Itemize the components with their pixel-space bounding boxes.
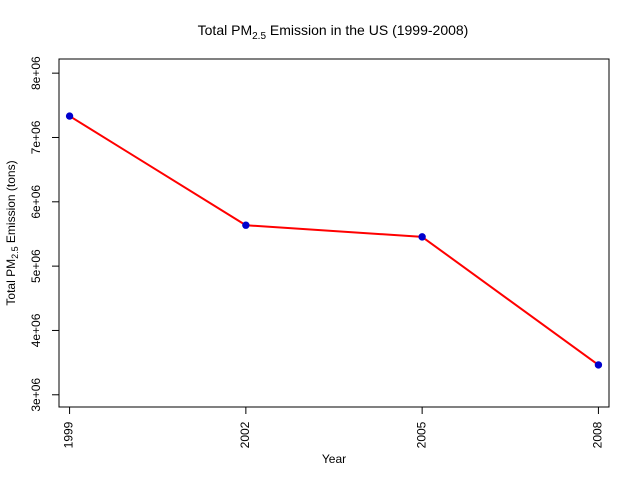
y-tick-label-6e+06: 6e+06 [29,185,43,219]
x-axis-label: Year [322,452,346,466]
y-tick-label-7e+06: 7e+06 [29,120,43,154]
plot-frame [58,58,610,408]
data-point-1999 [65,112,74,120]
series-line-segment-1999-2002 [68,115,247,227]
y-tick-label-3e+06: 3e+06 [29,378,43,412]
y-axis-label-suffix: Emission (tons) [4,160,18,246]
data-point-2002 [242,221,250,229]
y-tick-label-4e+06: 4e+06 [29,313,43,347]
series-line-segment-2005-2008 [421,235,600,366]
chart-title-subscript: 2.5 [252,31,266,42]
data-point-2005 [418,233,426,241]
x-tick-label-2005: 2005 [414,421,428,448]
series-line-layer [68,115,600,366]
x-axis: 1999 2002 2005 2008 [62,406,605,448]
y-tick-label-8e+06: 8e+06 [29,56,43,90]
y-axis: 3e+06 4e+06 5e+06 6e+06 7e+06 8e+06 [29,56,60,412]
series-point-layer [65,112,603,369]
data-point-2008 [594,361,603,369]
x-tick-label-1999: 1999 [62,421,76,448]
chart-title-prefix: Total PM [198,22,252,38]
series-line-segment-2002-2005 [244,224,424,238]
x-tick-label-2008: 2008 [591,421,605,448]
x-tick-label-2002: 2002 [238,421,252,448]
y-axis-label-subscript: 2.5 [10,246,20,259]
y-axis-label-prefix: Total PM [4,259,18,306]
y-axis-label: Total PM2.5 Emission (tons) [4,160,20,305]
chart-title: Total PM2.5 Emission in the US (1999-200… [198,22,469,42]
chart-title-suffix: Emission in the US (1999-2008) [266,22,468,38]
y-tick-label-5e+06: 5e+06 [29,249,43,283]
